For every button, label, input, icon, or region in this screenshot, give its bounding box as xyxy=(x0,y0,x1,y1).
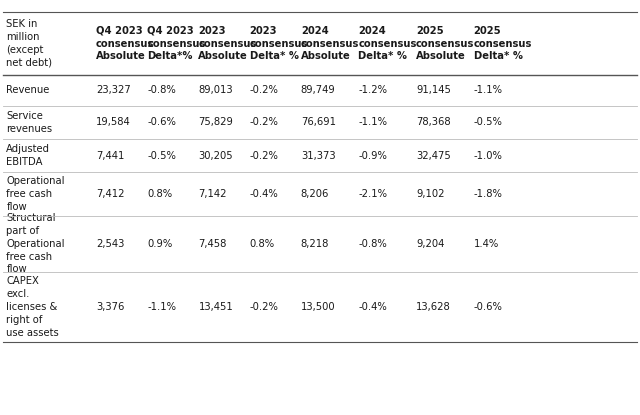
Text: Structural
part of
Operational
free cash
flow: Structural part of Operational free cash… xyxy=(6,213,65,274)
Text: -0.2%: -0.2% xyxy=(250,117,278,127)
Text: 23,327: 23,327 xyxy=(96,85,131,95)
Text: 1.4%: 1.4% xyxy=(474,239,499,249)
Text: -2.1%: -2.1% xyxy=(358,189,387,199)
Text: -0.6%: -0.6% xyxy=(474,302,502,312)
Text: -0.2%: -0.2% xyxy=(250,302,278,312)
Text: -1.1%: -1.1% xyxy=(358,117,387,127)
Text: -1.1%: -1.1% xyxy=(474,85,502,95)
Text: -0.2%: -0.2% xyxy=(250,151,278,161)
Text: -0.8%: -0.8% xyxy=(358,239,387,249)
Text: 2023
consensus
Delta* %: 2023 consensus Delta* % xyxy=(250,26,308,61)
Text: 31,373: 31,373 xyxy=(301,151,335,161)
Text: -0.5%: -0.5% xyxy=(147,151,176,161)
Text: Q4 2023
consensus
Delta*%: Q4 2023 consensus Delta*% xyxy=(147,26,205,61)
Text: 91,145: 91,145 xyxy=(416,85,451,95)
Text: Q4 2023
consensus
Absolute: Q4 2023 consensus Absolute xyxy=(96,26,154,61)
Text: Revenue: Revenue xyxy=(6,85,50,95)
Text: CAPEX
excl.
licenses &
right of
use assets: CAPEX excl. licenses & right of use asse… xyxy=(6,276,59,338)
Text: Adjusted
EBITDA: Adjusted EBITDA xyxy=(6,144,51,167)
Text: -1.2%: -1.2% xyxy=(358,85,387,95)
Text: 75,829: 75,829 xyxy=(198,117,233,127)
Text: -0.4%: -0.4% xyxy=(250,189,278,199)
Text: -1.8%: -1.8% xyxy=(474,189,502,199)
Text: 0.8%: 0.8% xyxy=(147,189,172,199)
Text: 76,691: 76,691 xyxy=(301,117,336,127)
Text: 7,412: 7,412 xyxy=(96,189,125,199)
Text: 9,102: 9,102 xyxy=(416,189,445,199)
Text: 13,628: 13,628 xyxy=(416,302,451,312)
Text: -0.2%: -0.2% xyxy=(250,85,278,95)
Text: -0.6%: -0.6% xyxy=(147,117,176,127)
Text: 3,376: 3,376 xyxy=(96,302,124,312)
Text: 7,458: 7,458 xyxy=(198,239,227,249)
Text: 2023
consensus
Absolute: 2023 consensus Absolute xyxy=(198,26,257,61)
Text: SEK in
million
(except
net debt): SEK in million (except net debt) xyxy=(6,20,52,68)
Text: 89,749: 89,749 xyxy=(301,85,335,95)
Text: 7,142: 7,142 xyxy=(198,189,227,199)
Text: -0.8%: -0.8% xyxy=(147,85,176,95)
Text: 89,013: 89,013 xyxy=(198,85,233,95)
Text: 13,451: 13,451 xyxy=(198,302,233,312)
Text: 78,368: 78,368 xyxy=(416,117,451,127)
Text: 8,218: 8,218 xyxy=(301,239,329,249)
Text: 2024
consensus
Absolute: 2024 consensus Absolute xyxy=(301,26,359,61)
Text: 32,475: 32,475 xyxy=(416,151,451,161)
Text: -0.9%: -0.9% xyxy=(358,151,387,161)
Text: 8,206: 8,206 xyxy=(301,189,329,199)
Text: -0.5%: -0.5% xyxy=(474,117,502,127)
Text: -1.1%: -1.1% xyxy=(147,302,176,312)
Text: -0.4%: -0.4% xyxy=(358,302,387,312)
Text: 2,543: 2,543 xyxy=(96,239,124,249)
Text: 2025
consensus
Absolute: 2025 consensus Absolute xyxy=(416,26,474,61)
Text: Operational
free cash
flow: Operational free cash flow xyxy=(6,176,65,212)
Text: 2024
consensus
Delta* %: 2024 consensus Delta* % xyxy=(358,26,417,61)
Text: 9,204: 9,204 xyxy=(416,239,444,249)
Text: 0.9%: 0.9% xyxy=(147,239,172,249)
Text: 0.8%: 0.8% xyxy=(250,239,275,249)
Text: 19,584: 19,584 xyxy=(96,117,131,127)
Text: 30,205: 30,205 xyxy=(198,151,233,161)
Text: -1.0%: -1.0% xyxy=(474,151,502,161)
Text: Service
revenues: Service revenues xyxy=(6,111,52,134)
Text: 13,500: 13,500 xyxy=(301,302,335,312)
Text: 2025
consensus
Delta* %: 2025 consensus Delta* % xyxy=(474,26,532,61)
Text: 7,441: 7,441 xyxy=(96,151,124,161)
